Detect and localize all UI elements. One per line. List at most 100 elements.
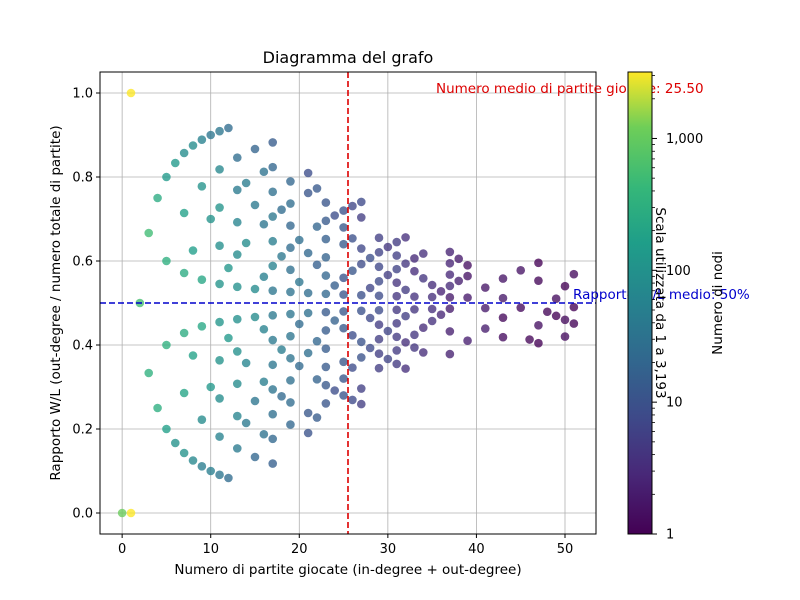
data-point (312, 336, 322, 346)
data-point (153, 403, 162, 413)
data-point (374, 334, 384, 344)
data-point (294, 235, 304, 245)
data-point (356, 399, 366, 409)
y-tick-label: 0.8 (72, 171, 93, 186)
y-tick-label: 0.6 (72, 255, 93, 270)
data-point (374, 305, 384, 315)
data-point (321, 307, 331, 317)
data-point (339, 357, 348, 367)
data-point (321, 380, 331, 390)
data-point (427, 316, 437, 326)
data-point (534, 276, 543, 285)
colorbar-tick-label: 1 (666, 528, 674, 543)
data-point (268, 138, 278, 147)
data-point (259, 324, 269, 334)
data-point (286, 376, 295, 385)
data-point (303, 288, 313, 298)
data-point (268, 162, 278, 172)
data-point (277, 392, 286, 401)
data-point (339, 239, 348, 249)
data-point (321, 326, 331, 335)
x-tick-label: 40 (468, 542, 485, 557)
data-point (365, 343, 375, 353)
data-point (286, 199, 295, 208)
data-point (250, 284, 260, 294)
data-point (410, 330, 419, 340)
data-point (321, 289, 331, 299)
data-point (294, 277, 304, 287)
data-point (303, 248, 313, 258)
colorbar-label: Numero di nodi (710, 251, 726, 355)
data-point (286, 243, 295, 253)
data-point (259, 167, 269, 177)
data-point (516, 266, 526, 275)
colorbar-tick-label: 10 (666, 396, 683, 411)
data-point (162, 340, 171, 350)
data-point (560, 315, 570, 325)
data-point (560, 281, 570, 291)
data-point (445, 349, 455, 359)
data-point (339, 223, 348, 232)
reference-lines (100, 72, 596, 534)
data-point (286, 221, 295, 230)
data-point (188, 351, 198, 360)
data-point (215, 126, 224, 136)
data-point (498, 274, 508, 283)
data-point (356, 337, 366, 347)
colorbar-tick-label: 1,000 (666, 132, 703, 147)
mean-ratio-label: Rapporto W/L medio: 50% (573, 287, 750, 303)
data-point (144, 368, 154, 378)
data-point (162, 172, 171, 182)
data-point (232, 250, 242, 259)
data-point (170, 158, 180, 168)
data-point (374, 248, 384, 257)
data-point (480, 283, 490, 292)
y-tick-label: 0.4 (72, 339, 93, 354)
data-point (232, 347, 242, 356)
data-point (445, 281, 455, 291)
data-point (551, 294, 561, 304)
data-point (498, 332, 508, 342)
data-point (534, 258, 543, 268)
data-point (374, 291, 384, 301)
data-point (348, 234, 357, 243)
x-axis-label: Numero di partite giocate (in-degree + o… (174, 562, 521, 578)
data-point (348, 331, 357, 340)
data-point (312, 222, 322, 231)
data-point (197, 415, 207, 424)
data-point (162, 424, 171, 434)
data-point (268, 385, 278, 394)
data-point (321, 253, 331, 262)
x-tick-label: 30 (380, 542, 397, 557)
data-point (232, 411, 242, 421)
data-point (268, 236, 278, 246)
chart-title: Diagramma del grafo (263, 48, 434, 67)
data-point (197, 135, 207, 144)
data-point (162, 256, 171, 266)
data-point (241, 238, 251, 248)
data-point (321, 216, 331, 226)
data-point (418, 348, 428, 357)
data-point (374, 262, 384, 272)
data-point (215, 394, 224, 403)
data-point (356, 259, 366, 269)
data-point (560, 332, 570, 341)
data-point (392, 305, 402, 315)
data-point (286, 309, 295, 319)
data-point (463, 271, 472, 281)
data-point (392, 264, 402, 274)
colorbar-tick-label: 100 (666, 264, 691, 279)
data-point (197, 322, 207, 331)
data-point (303, 348, 313, 358)
y-tick-label: 1.0 (72, 87, 93, 102)
data-point (383, 354, 393, 364)
data-point (188, 141, 198, 150)
data-point (463, 261, 472, 270)
data-point (277, 252, 286, 261)
data-point (250, 312, 260, 322)
x-tick-label: 50 (557, 542, 574, 557)
data-point (383, 270, 393, 280)
x-tick-label: 10 (202, 542, 219, 557)
data-point (215, 432, 224, 441)
data-point (356, 290, 366, 300)
